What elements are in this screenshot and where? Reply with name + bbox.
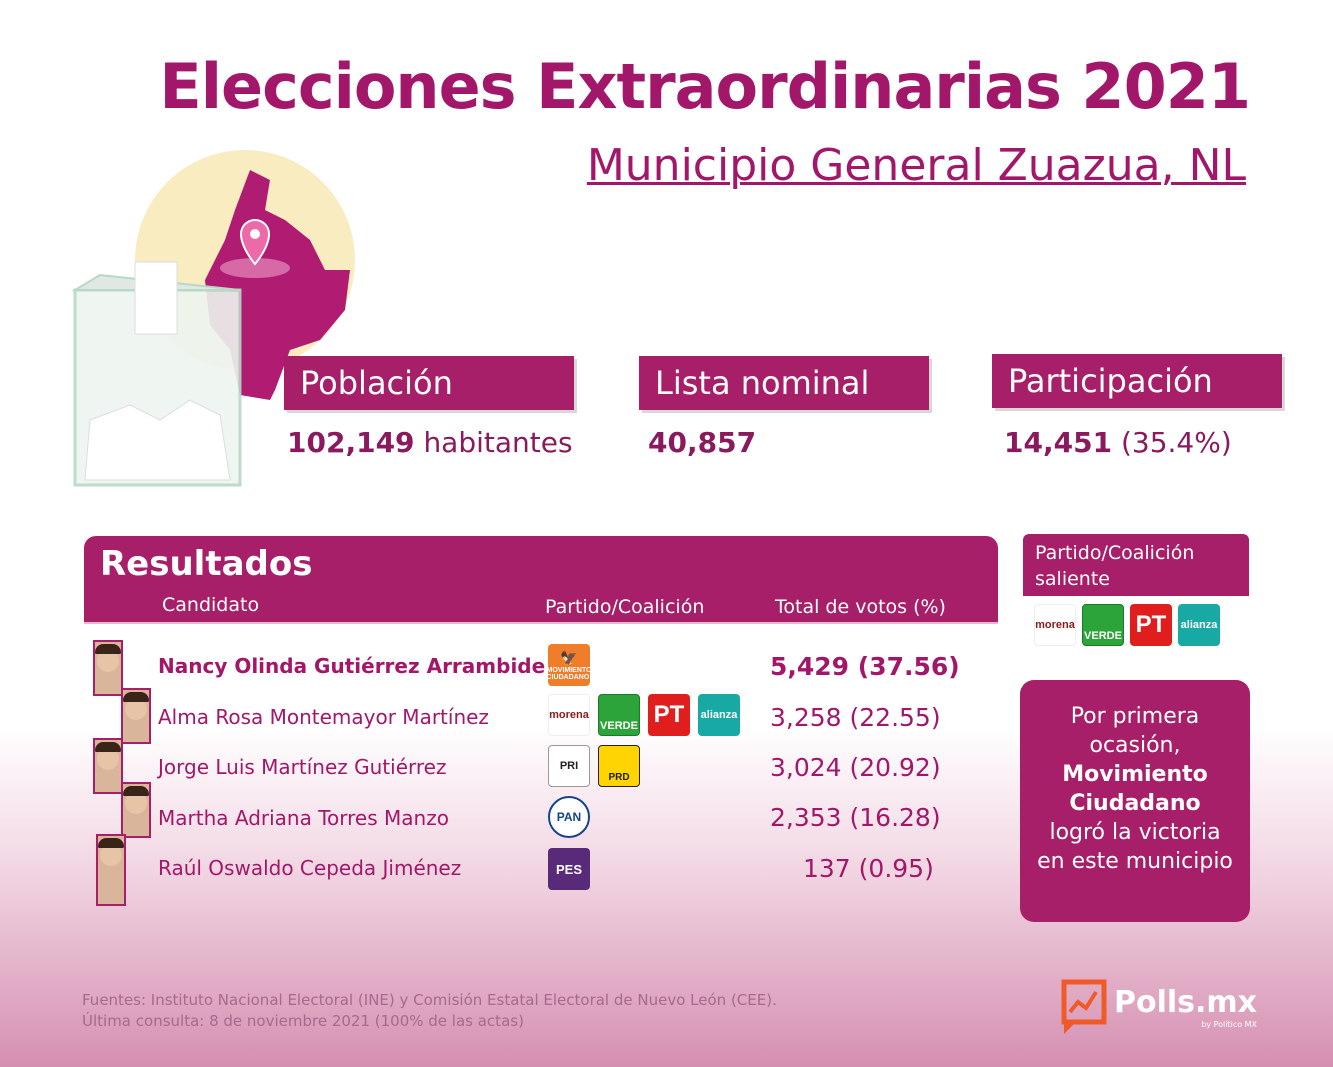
candidate-votes: 2,353 (16.28) bbox=[770, 803, 941, 832]
candidate-photo bbox=[93, 738, 123, 794]
candidate-photo bbox=[96, 834, 126, 906]
candidate-votes: 3,258 (22.55) bbox=[770, 703, 941, 732]
results-header bbox=[84, 536, 998, 622]
candidate-votes: 137 (0.95) bbox=[803, 854, 934, 883]
pes-logo: PES bbox=[548, 848, 590, 890]
alianza-logo: alianza bbox=[1178, 604, 1220, 646]
ballot-box-map-illustration bbox=[71, 150, 355, 487]
candidate-name: Jorge Luis Martínez Gutiérrez bbox=[158, 755, 447, 779]
pan-logo: PAN bbox=[548, 796, 590, 838]
lista-nominal-label: Lista nominal bbox=[639, 356, 929, 410]
results-title: Resultados bbox=[100, 544, 313, 584]
candidate-name: Martha Adriana Torres Manzo bbox=[158, 806, 449, 830]
sources-note: Fuentes: Instituto Nacional Electoral (I… bbox=[82, 991, 777, 1030]
party-logos: 🦅 MOVIMIENTO CIUDADANO bbox=[548, 644, 590, 686]
candidate-photo bbox=[121, 688, 151, 744]
candidate-name: Nancy Olinda Gutiérrez Arrambide bbox=[158, 654, 546, 678]
morena-logo: morena bbox=[548, 694, 590, 736]
candidate-photo bbox=[93, 640, 123, 696]
candidate-name: Alma Rosa Montemayor Martínez bbox=[158, 705, 489, 729]
lista-nominal-value: 40,857 bbox=[648, 426, 757, 459]
party-logos: morena VERDE PT alianza bbox=[548, 694, 740, 736]
saliente-logos: morena VERDE PT alianza bbox=[1034, 604, 1220, 646]
alianza-logo: alianza bbox=[698, 694, 740, 736]
poblacion-value: 102,149 habitantes bbox=[287, 426, 573, 459]
movimiento-ciudadano-logo: 🦅 MOVIMIENTO CIUDADANO bbox=[548, 644, 590, 686]
candidate-name: Raúl Oswaldo Cepeda Jiménez bbox=[158, 856, 462, 880]
page-subtitle: Municipio General Zuazua, NL bbox=[586, 140, 1246, 191]
results-divider bbox=[84, 622, 998, 624]
party-logos: PRI PRD bbox=[548, 745, 640, 787]
col-candidate: Candidato bbox=[162, 594, 260, 616]
polls-logo-icon bbox=[1061, 979, 1107, 1034]
participacion-label: Participación bbox=[992, 354, 1282, 408]
col-votes: Total de votos (%) bbox=[775, 596, 946, 618]
pt-logo: PT bbox=[648, 694, 690, 736]
candidate-votes: 3,024 (20.92) bbox=[770, 753, 941, 782]
candidate-votes: 5,429 (37.56) bbox=[770, 652, 960, 681]
party-logos: PES bbox=[548, 848, 590, 890]
victory-note: Por primera ocasión, Movimiento Ciudadan… bbox=[1020, 680, 1250, 922]
morena-logo: morena bbox=[1034, 604, 1076, 646]
pt-logo: PT bbox=[1130, 604, 1172, 646]
page-title: Elecciones Extraordinarias 2021 bbox=[159, 50, 1251, 123]
brand: Polls.mx by Político MX bbox=[1060, 978, 1257, 1036]
verde-logo: VERDE bbox=[1082, 604, 1124, 646]
brand-by: by Político MX bbox=[1201, 1020, 1258, 1029]
poblacion-label: Población bbox=[284, 356, 574, 410]
prd-logo: PRD bbox=[598, 745, 640, 787]
saliente-header: Partido/Coalición saliente bbox=[1023, 534, 1249, 596]
col-party: Partido/Coalición bbox=[545, 596, 705, 618]
participacion-value: 14,451 (35.4%) bbox=[1004, 426, 1232, 459]
pri-logo: PRI bbox=[548, 745, 590, 787]
brand-name: Polls.mx bbox=[1114, 985, 1258, 1020]
party-logos: PAN bbox=[548, 796, 590, 838]
verde-logo: VERDE bbox=[598, 694, 640, 736]
candidate-photo bbox=[121, 782, 151, 838]
